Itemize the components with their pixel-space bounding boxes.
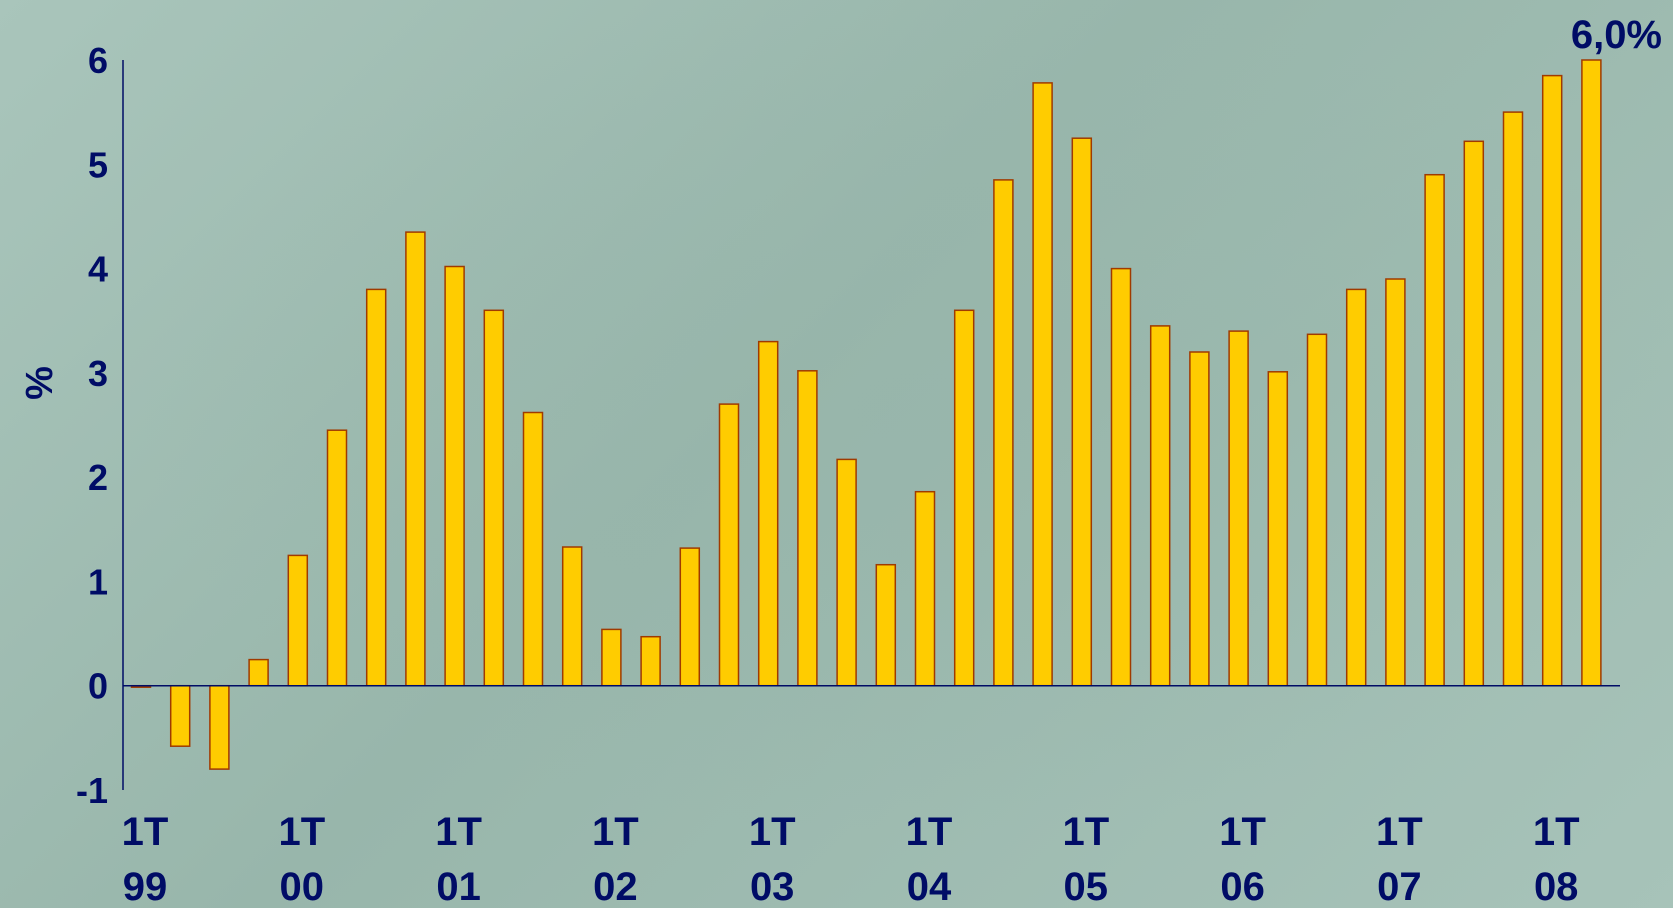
x-tick-label-top: 1T — [749, 810, 796, 854]
x-tick-label-bottom: 07 — [1377, 865, 1422, 908]
bar-20 — [916, 492, 935, 686]
bar-31 — [1347, 289, 1366, 685]
bar-33 — [1425, 175, 1444, 686]
bar-6 — [367, 289, 386, 685]
y-tick-label: 5 — [88, 144, 108, 185]
x-tick-label-bottom: 05 — [1064, 865, 1109, 908]
x-tick-label-top: 1T — [906, 810, 953, 854]
bar-37 — [1582, 60, 1601, 686]
x-tick-label-bottom: 06 — [1220, 865, 1265, 908]
bar-9 — [484, 310, 503, 685]
bar-25 — [1112, 269, 1131, 686]
x-tick-label-top: 1T — [592, 810, 639, 854]
x-tick-label-bottom: 03 — [750, 865, 795, 908]
bar-3 — [249, 660, 268, 686]
bar-13 — [641, 637, 660, 686]
bar-24 — [1072, 138, 1091, 686]
bar-30 — [1308, 334, 1327, 685]
y-tick-label: 6 — [88, 40, 108, 81]
bar-2 — [210, 686, 229, 769]
y-tick-label: 4 — [88, 249, 108, 290]
bar-7 — [406, 232, 425, 686]
bars-group — [132, 60, 1601, 769]
y-tick-label: -1 — [76, 770, 108, 811]
bar-36 — [1543, 76, 1562, 686]
bar-1 — [171, 686, 190, 747]
bar-17 — [798, 371, 817, 686]
bar-14 — [680, 548, 699, 686]
bar-5 — [328, 430, 347, 686]
x-tick-label-top: 1T — [1062, 810, 1109, 854]
x-tick-label-top: 1T — [435, 810, 482, 854]
bar-10 — [524, 413, 543, 686]
x-tick-labels: 1T 99 1T 00 1T 01 1T 02 1T 03 1T 04 1T 05 1T 06 1T 07 1T 08 — [122, 810, 1580, 908]
bar-8 — [445, 267, 464, 686]
x-tick-label-bottom: 02 — [593, 865, 638, 908]
bar-21 — [955, 310, 974, 685]
x-tick-label-bottom: 04 — [907, 865, 952, 908]
y-tick-label: 3 — [88, 353, 108, 394]
bar-16 — [759, 342, 778, 686]
x-tick-label-top: 1T — [1376, 810, 1423, 854]
bar-34 — [1464, 141, 1483, 685]
y-axis-label: % — [19, 366, 61, 400]
last-value-annotation: 6,0% — [1571, 13, 1662, 57]
bar-23 — [1033, 83, 1052, 686]
y-tick-label: 2 — [88, 457, 108, 498]
x-tick-label-bottom: 00 — [280, 865, 325, 908]
x-tick-label-top: 1T — [278, 810, 325, 854]
bar-22 — [994, 180, 1013, 686]
bar-29 — [1268, 372, 1287, 686]
bar-32 — [1386, 279, 1405, 686]
y-tick-label: 0 — [88, 666, 108, 707]
bar-27 — [1190, 352, 1209, 686]
bar-12 — [602, 629, 621, 685]
bar-35 — [1504, 112, 1523, 686]
x-tick-label-top: 1T — [1533, 810, 1580, 854]
bar-15 — [720, 404, 739, 686]
bar-18 — [837, 459, 856, 685]
bar-19 — [876, 565, 895, 686]
x-tick-label-top: 1T — [1219, 810, 1266, 854]
x-tick-label-bottom: 08 — [1534, 865, 1579, 908]
y-tick-label: 1 — [88, 561, 108, 602]
bar-4 — [288, 555, 307, 685]
bar-11 — [563, 547, 582, 686]
y-tick-labels: -1 0 1 2 3 4 5 6 — [76, 40, 108, 811]
bar-28 — [1229, 331, 1248, 686]
x-tick-label-bottom: 99 — [123, 865, 168, 908]
bar-26 — [1151, 326, 1170, 686]
x-tick-label-top: 1T — [122, 810, 169, 854]
x-tick-label-bottom: 01 — [436, 865, 481, 908]
